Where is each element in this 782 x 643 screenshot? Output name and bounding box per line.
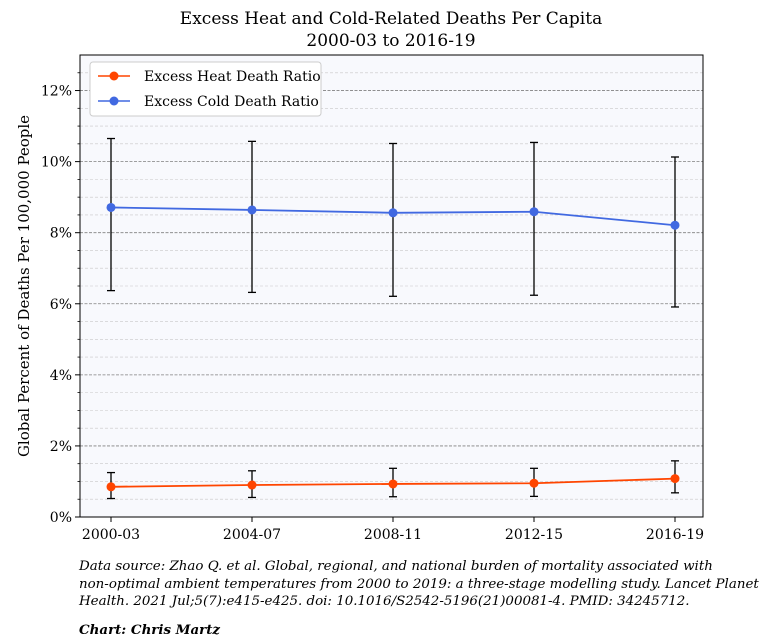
legend-label-cold: Excess Cold Death Ratio <box>144 94 319 110</box>
data-point-cold <box>529 207 539 217</box>
data-point-cold <box>670 220 680 230</box>
data-source-line: Data source: Zhao Q. et al. Global, regi… <box>79 559 713 574</box>
x-tick-label: 2008-11 <box>364 527 422 543</box>
data-point-heat <box>670 474 680 484</box>
grid-lines <box>80 72 703 500</box>
chart-credit: Chart: Chris Martz <box>79 622 220 638</box>
legend-label-heat: Excess Heat Death Ratio <box>144 69 321 85</box>
x-tick-label: 2000-03 <box>82 527 140 543</box>
y-tick-label: 12% <box>41 84 72 100</box>
legend: Excess Heat Death Ratio Excess Cold Deat… <box>89 61 322 117</box>
data-point-heat <box>529 478 539 488</box>
y-tick-label: 8% <box>50 226 72 242</box>
series-layer <box>106 137 680 500</box>
axis-ticks: 0% 2% 4% 6% 8% 10% 12% 2000-03 2004-07 2008-11 201… <box>41 72 704 543</box>
y-axis-label: Global Percent of Deaths Per 100,000 Peo… <box>15 115 33 457</box>
x-tick-label: 2004-07 <box>223 527 281 543</box>
data-point-heat <box>247 480 257 490</box>
legend-box <box>89 61 322 117</box>
y-tick-label: 6% <box>50 297 72 313</box>
chart-title-line2: 2000-03 to 2016-19 <box>306 31 475 51</box>
y-tick-label: 0% <box>50 510 72 526</box>
chart-title-line1: Excess Heat and Cold-Related Deaths Per … <box>180 9 602 29</box>
data-point-heat <box>388 479 398 489</box>
y-tick-label: 10% <box>41 155 72 171</box>
y-tick-label: 4% <box>50 368 72 384</box>
data-point-heat <box>106 482 116 492</box>
x-tick-label: 2012-15 <box>505 527 563 543</box>
data-source-line: Health. 2021 Jul;5(7):e415-e425. doi: 10… <box>79 594 690 609</box>
legend-marker-cold <box>109 96 119 106</box>
x-tick-label: 2016-19 <box>646 527 704 543</box>
data-point-cold <box>106 202 116 212</box>
legend-marker-heat <box>109 71 119 81</box>
chart: Excess Heat and Cold-Related Deaths Per … <box>15 9 704 543</box>
data-point-cold <box>388 208 398 218</box>
data-source-caption: Data source: Zhao Q. et al. Global, regi… <box>79 558 779 611</box>
data-source-line: non-optimal ambient temperatures from 20… <box>79 576 759 592</box>
y-tick-label: 2% <box>50 439 72 455</box>
data-point-cold <box>247 205 257 215</box>
